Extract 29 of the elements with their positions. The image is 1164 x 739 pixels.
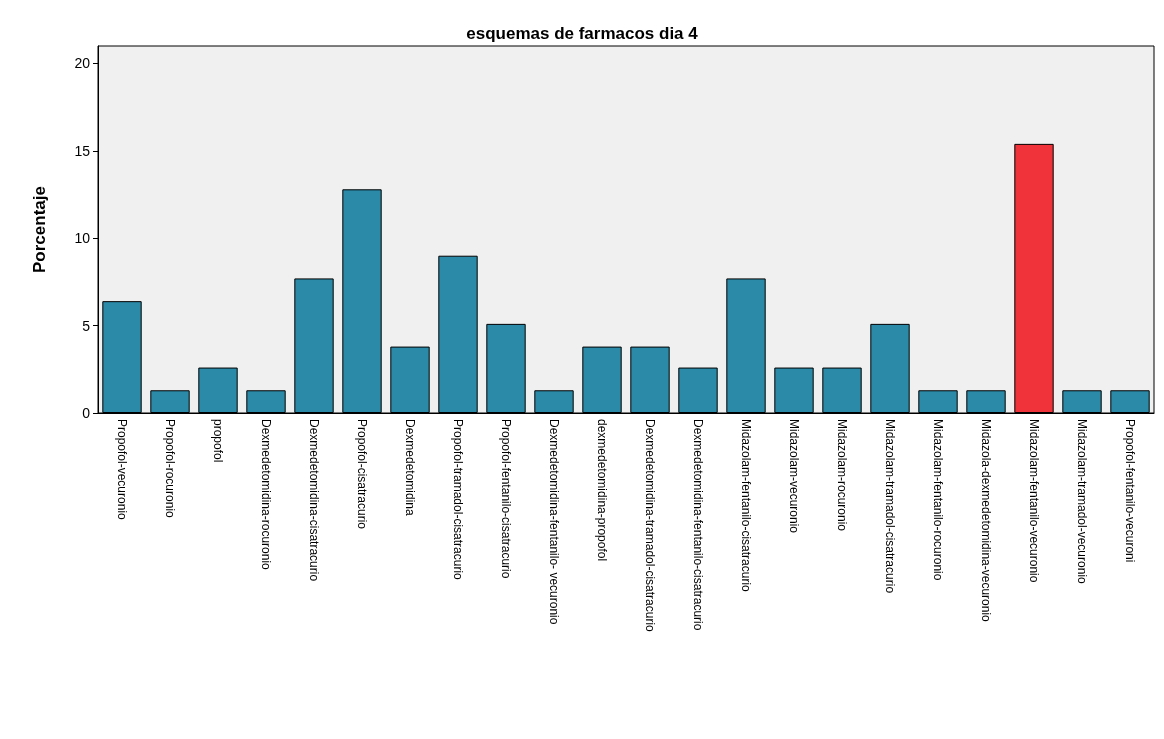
x-tick-label: Propofol-vecuronio <box>115 419 129 521</box>
x-tick-label: dexmedetomidina-propofol <box>595 419 609 562</box>
x-tick-label: Propofol-fentanilo-vecuroni <box>1123 419 1137 563</box>
x-tick-label: Propofol-fentanilo-cisatracurio <box>499 419 513 579</box>
y-tick-label: 15 <box>74 142 91 159</box>
x-tick-label: Dexmedetomidina-fentanilo-cisatracurio <box>691 419 705 631</box>
x-tick-label: Midazolam-fentanilo-rocuronio <box>931 419 945 581</box>
x-tick-label: Dexmedetomidina-cisatracurio <box>307 419 321 582</box>
x-tick-label: Dexmedetomidina-tramadol-cisatracurio <box>643 419 657 633</box>
x-tick-label: propofol <box>211 419 225 463</box>
y-tick-label: 20 <box>74 55 91 72</box>
x-tick-label: Midazola-dexmedetomidina-vecuronio <box>979 419 993 623</box>
y-axis-title: Porcentaje <box>30 186 49 273</box>
y-tick-label: 10 <box>74 230 91 247</box>
x-tick-label: Propofol-cisatracurio <box>355 419 369 530</box>
x-tick-label: Dexmedetomidina <box>403 419 417 517</box>
x-tick-label: Propofol-tramadol-cisatracurio <box>451 419 465 581</box>
x-tick-label: Midazolam-fentanilo-vecuronio <box>1027 419 1041 583</box>
x-tick-label: Dexmedetomidina-fentanilo- vecuronio <box>547 419 561 625</box>
x-tick-label: Midazolam-rocuronio <box>835 419 849 532</box>
x-tick-label: Propofol-rocuronio <box>163 419 177 519</box>
x-tick-label: Midazolam-tramadol-cisatracurio <box>883 419 897 594</box>
x-tick-label: Dexmedetomidina-rocuronio <box>259 419 273 571</box>
x-tick-label: Midazolam-vecuronio <box>787 419 801 534</box>
y-tick-label: 5 <box>82 317 91 334</box>
x-tick-label: Midazolam-tramadol-vecuronio <box>1075 419 1089 585</box>
y-tick-label: 0 <box>82 405 91 421</box>
chart-title: esquemas de farmacos dia 4 <box>466 24 699 43</box>
x-tick-label: Midazolam-fentanilo-cisatracurio <box>739 419 753 593</box>
